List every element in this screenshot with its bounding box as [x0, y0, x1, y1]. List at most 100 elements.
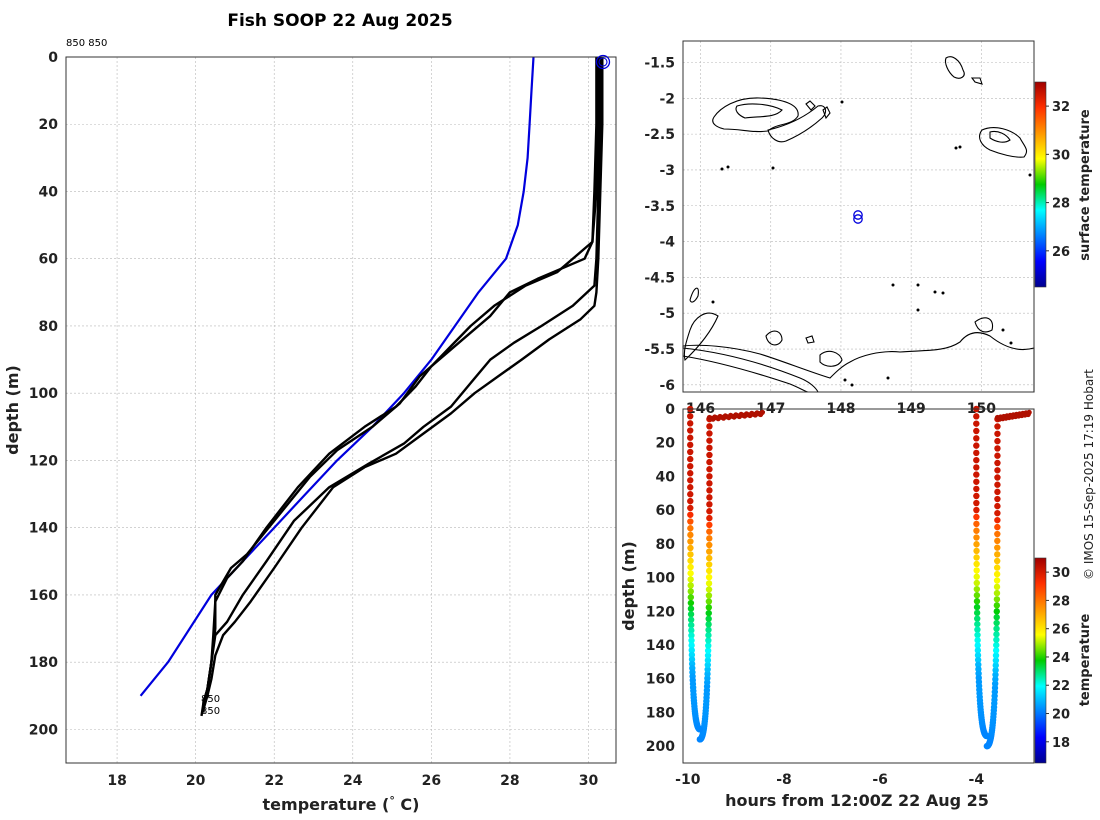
cast-point: [688, 651, 696, 659]
cast-point: [973, 579, 980, 587]
timeseries-x-tick-label: -6: [872, 772, 888, 788]
profile-surface-marker: [595, 54, 611, 70]
cast-point: [687, 531, 694, 539]
degree-symbol: °: [389, 794, 395, 807]
timeseries-y-tick-label: 60: [656, 503, 676, 519]
islet-west: [689, 287, 699, 303]
profile-y-tick-label: 140: [29, 521, 58, 537]
cast-point: [983, 732, 991, 740]
cast-point: [973, 560, 980, 568]
map-coastlines: [682, 56, 1035, 393]
cast-point: [688, 627, 695, 634]
cast-point: [992, 652, 1000, 659]
islet-1: [805, 100, 816, 111]
cast-point: [973, 513, 980, 521]
cast-point: [974, 631, 981, 639]
timeseries-x-tick-label: -4: [969, 772, 985, 788]
cast-point: [993, 631, 1000, 638]
cast-point: [706, 466, 713, 473]
cast-point: [994, 437, 1001, 445]
cast-point: [993, 608, 1000, 615]
cast-point: [973, 603, 981, 611]
cast-point: [706, 514, 713, 522]
timeseries-y-tick-label: 120: [646, 604, 675, 620]
cast-point: [687, 518, 694, 525]
temperature-colorbar-label: temperature: [1078, 614, 1093, 707]
cast-point: [994, 523, 1001, 531]
map-colorbar-tick-label: 32: [1052, 100, 1070, 115]
cast-point: [687, 605, 695, 612]
timeseries-y-tick-label: 160: [646, 672, 675, 688]
timeseries-plot: -10 -8 -6 -4 0 20 40 60 80 100 120 140 160 180 200 hou…: [619, 402, 1093, 810]
cast-point: [687, 448, 694, 456]
profile-y-tick-label: 40: [39, 184, 59, 200]
map-position-marker: [853, 210, 863, 220]
map-colorbar-tick-label: 26: [1052, 245, 1070, 260]
cast-point: [687, 563, 694, 571]
cast-point: [704, 647, 712, 654]
cast-point: [705, 642, 712, 649]
cast-point: [973, 573, 980, 580]
cast-point: [973, 506, 980, 514]
cast-point: [705, 621, 712, 628]
profile-x-tick-label: 30: [579, 773, 599, 789]
island-north: [944, 56, 965, 79]
cast-point: [974, 642, 981, 649]
islet-north: [970, 77, 983, 85]
map-y-tick-label: -5: [659, 306, 675, 322]
cast-point: [973, 541, 980, 548]
profile-line-profile-1: [202, 57, 598, 713]
cast-point: [706, 451, 713, 459]
map-y-tick-label: -6: [659, 378, 675, 394]
cast-point: [994, 544, 1001, 551]
cast-point: [687, 525, 694, 532]
island-new-ireland-tip: [767, 105, 827, 143]
cast-point: [993, 619, 1000, 627]
cast-point: [992, 676, 999, 683]
cast-point: [994, 430, 1001, 437]
cast-point: [973, 499, 980, 507]
cast-point: [975, 661, 982, 668]
timeseries-ticks: -10 -8 -6 -4 0 20 40 60 80 100 120 140 160 180 200: [646, 402, 985, 788]
cast-point: [706, 541, 713, 549]
cast-point: [974, 647, 982, 654]
cast-point: [687, 455, 694, 463]
cast-point: [687, 420, 694, 427]
timeseries-y-tick-label: 0: [665, 402, 675, 418]
cast-point: [994, 474, 1001, 481]
timeseries-frame: [682, 408, 1035, 764]
profile-plot: 18 20 22 24 26 28 30 0 20 40 60 80 100 120 140 160 180 20…: [3, 50, 617, 814]
credit-text: © IMOS 15-Sep-2025 17:19 Hobart: [1082, 369, 1096, 580]
cast-point: [974, 637, 981, 644]
profile-surface-marker-inner: [598, 57, 608, 67]
cast-point: [687, 582, 694, 589]
cast-point: [993, 596, 1001, 603]
cast-point: [974, 656, 982, 664]
islet-south-2: [805, 335, 815, 344]
islet-south-3: [819, 350, 843, 367]
cast-point: [705, 615, 712, 623]
cast-point: [687, 594, 695, 601]
profile-y-tick-label: 20: [39, 117, 59, 133]
profile-end-label-1: 850: [201, 694, 220, 705]
cast-point: [705, 580, 713, 587]
timeseries-x-axis-label: hours from 12:00Z 22 Aug 25: [725, 791, 989, 810]
cast-point: [687, 504, 694, 512]
cast-point: [973, 527, 980, 534]
temperature-colorbar-tick-label: 24: [1052, 651, 1070, 666]
cast-point: [992, 662, 999, 669]
cast-point: [973, 449, 980, 457]
cast-point: [696, 726, 704, 733]
profile-x-label-unit: C): [395, 795, 420, 814]
cast-point: [704, 666, 711, 673]
cast-point: [688, 632, 695, 639]
cast-point: [705, 632, 712, 639]
profile-x-tick-label: 18: [107, 773, 126, 789]
cast-point: [759, 409, 765, 415]
cast-point: [705, 598, 713, 605]
profile-line-profile-2: [200, 57, 600, 717]
cast-point: [1026, 409, 1032, 415]
timeseries-y-tick-label: 80: [656, 537, 676, 553]
profile-y-tick-label: 180: [29, 655, 58, 671]
temperature-colorbar-tick-label: 28: [1052, 594, 1070, 609]
